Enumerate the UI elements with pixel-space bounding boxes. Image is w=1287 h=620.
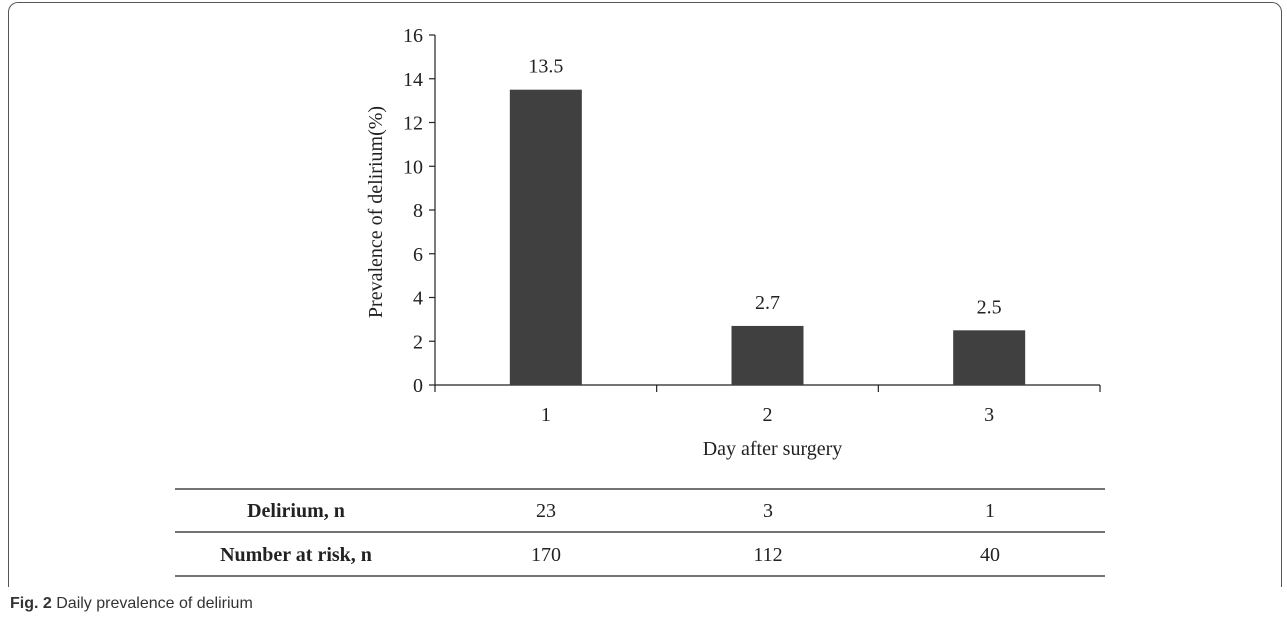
figure-number: Fig. 2 [10, 595, 52, 612]
figure-frame [8, 2, 1282, 587]
y-tick-label: 0 [413, 375, 423, 397]
figure-caption: Fig. 2 Daily prevalence of delirium [10, 595, 253, 613]
x-tick-label: 3 [984, 404, 994, 426]
bar [731, 325, 804, 385]
x-axis-label: Day after surgery [703, 438, 843, 460]
table-cell: 40 [980, 544, 1000, 566]
table-row-label: Delirium, n [247, 500, 345, 522]
table-cell: 170 [531, 544, 561, 566]
y-tick-label: 4 [413, 288, 423, 310]
x-tick-label: 1 [541, 404, 551, 426]
bar [953, 330, 1026, 385]
data-label: 2.7 [755, 292, 780, 314]
y-tick-label: 2 [413, 331, 423, 353]
data-labels: 13.5 2.7 2.5 [528, 56, 1001, 319]
y-tick-label: 8 [413, 200, 423, 222]
table-cell: 1 [985, 500, 995, 522]
y-tick-label: 10 [403, 156, 423, 178]
y-ticks: 0 2 4 6 8 10 12 14 16 [403, 25, 435, 397]
bar [509, 89, 582, 385]
data-label: 13.5 [528, 56, 563, 78]
y-tick-label: 6 [413, 244, 423, 266]
y-tick-label: 16 [403, 25, 423, 47]
risk-table: Delirium, n 23 3 1 Number at risk, n 170… [175, 488, 1105, 577]
table-cell: 112 [753, 544, 782, 566]
table-cell: 3 [763, 500, 773, 522]
x-tick-label: 2 [763, 404, 773, 426]
x-ticks: 1 2 3 [434, 385, 1101, 426]
data-label: 2.5 [977, 296, 1002, 318]
figure-caption-text: Daily prevalence of delirium [56, 595, 253, 612]
y-tick-label: 14 [403, 69, 423, 91]
table-row-label: Number at risk, n [220, 544, 372, 566]
y-tick-label: 12 [403, 113, 423, 135]
y-axis-label: Prevalence of delirium(%) [365, 106, 387, 318]
bars [509, 89, 1026, 385]
table-cell: 23 [536, 500, 556, 522]
